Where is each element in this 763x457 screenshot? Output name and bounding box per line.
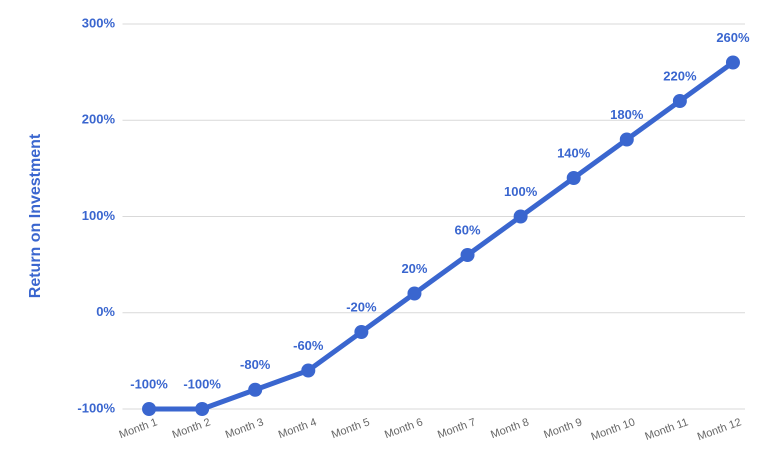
x-tick-label: Month 6 <box>383 416 424 441</box>
data-label: -80% <box>240 357 271 372</box>
marker <box>142 402 157 416</box>
x-tick-label: Month 9 <box>542 416 583 441</box>
data-label: 260% <box>716 30 750 45</box>
x-tick-label: Month 12 <box>696 416 743 443</box>
x-tick-label: Month 8 <box>489 416 530 441</box>
data-label: 140% <box>557 145 591 160</box>
y-tick-label: 200% <box>82 112 116 127</box>
x-tick-label: Month 7 <box>436 416 477 441</box>
y-tick-label: 100% <box>82 208 116 223</box>
y-axis-title: Return on Investment <box>27 133 44 298</box>
marker <box>619 132 634 147</box>
marker <box>672 94 687 108</box>
marker <box>248 382 263 397</box>
x-tick-label: Month 3 <box>224 416 265 441</box>
data-label: 180% <box>610 107 644 122</box>
y-tick-label: 300% <box>82 15 116 30</box>
marker <box>513 209 528 224</box>
data-label: -100% <box>130 376 168 391</box>
x-tick-label: Month 4 <box>277 416 318 441</box>
marker <box>195 402 210 416</box>
marker <box>725 55 740 70</box>
marker <box>301 363 316 378</box>
data-label: 100% <box>504 184 538 199</box>
y-tick-label: 0% <box>96 304 115 319</box>
x-tick-label: Month 10 <box>590 416 637 443</box>
x-tick-label: Month 11 <box>643 416 689 443</box>
data-label: 220% <box>663 68 697 83</box>
marker <box>460 248 475 262</box>
marker <box>566 171 581 185</box>
data-label: -60% <box>293 338 324 353</box>
data-label: -20% <box>346 299 377 314</box>
x-tick-label: Month 2 <box>171 416 212 441</box>
marker <box>407 286 422 301</box>
marker <box>354 325 369 339</box>
x-tick-label: Month 1 <box>118 416 159 441</box>
line <box>149 60 735 412</box>
y-tick-label: -100% <box>77 400 115 415</box>
x-tick-label: Month 5 <box>330 416 371 441</box>
data-label: 60% <box>455 222 481 237</box>
data-label: -100% <box>183 376 221 391</box>
data-label: 20% <box>401 261 427 276</box>
